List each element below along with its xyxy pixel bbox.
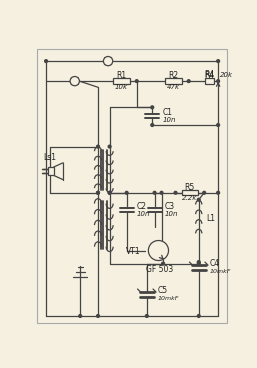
- Text: 20k: 20k: [220, 72, 233, 78]
- Text: 2.2k: 2.2k: [182, 195, 197, 201]
- Bar: [205, 78, 214, 84]
- Circle shape: [217, 191, 219, 194]
- Text: 10k: 10k: [115, 84, 128, 89]
- Text: 10mkF: 10mkF: [210, 269, 231, 274]
- Text: VT1: VT1: [126, 247, 141, 256]
- Text: C3: C3: [165, 202, 175, 211]
- Circle shape: [148, 241, 169, 261]
- Bar: [182, 190, 198, 195]
- Text: 47k: 47k: [167, 84, 180, 89]
- Circle shape: [162, 262, 164, 265]
- Text: R4: R4: [205, 70, 215, 79]
- Circle shape: [187, 80, 190, 82]
- Circle shape: [108, 191, 111, 194]
- Circle shape: [217, 80, 219, 82]
- Bar: [48, 167, 54, 176]
- Circle shape: [197, 262, 200, 265]
- Text: 10n: 10n: [137, 211, 150, 217]
- Circle shape: [197, 261, 200, 263]
- Circle shape: [97, 145, 99, 148]
- Circle shape: [108, 145, 111, 148]
- Circle shape: [79, 315, 81, 317]
- Text: 10mkF: 10mkF: [158, 296, 179, 301]
- Text: R1: R1: [116, 71, 126, 80]
- Circle shape: [97, 191, 99, 194]
- Circle shape: [197, 198, 200, 201]
- Circle shape: [97, 315, 99, 317]
- Text: R2: R2: [168, 71, 178, 80]
- Circle shape: [203, 191, 206, 194]
- Circle shape: [151, 124, 154, 126]
- Circle shape: [125, 191, 128, 194]
- Circle shape: [174, 191, 177, 194]
- Text: R5: R5: [185, 183, 195, 192]
- Circle shape: [45, 60, 48, 63]
- Text: Ls1: Ls1: [43, 153, 56, 162]
- Text: C4: C4: [210, 259, 220, 268]
- Text: C2: C2: [137, 202, 147, 211]
- Circle shape: [160, 191, 163, 194]
- Circle shape: [70, 77, 79, 86]
- Text: 10n: 10n: [162, 117, 176, 123]
- Text: L1: L1: [207, 215, 216, 223]
- Text: R4: R4: [205, 71, 215, 80]
- Text: 10n: 10n: [165, 211, 178, 217]
- Circle shape: [153, 191, 156, 194]
- Circle shape: [151, 106, 154, 109]
- Text: C1: C1: [162, 108, 172, 117]
- Circle shape: [103, 56, 113, 66]
- Circle shape: [108, 191, 111, 194]
- Text: GF 503: GF 503: [146, 265, 174, 274]
- Circle shape: [197, 315, 200, 317]
- Circle shape: [145, 315, 148, 317]
- Circle shape: [135, 80, 138, 82]
- Bar: [113, 78, 130, 84]
- Text: C5: C5: [158, 286, 168, 295]
- Bar: [165, 78, 182, 84]
- Circle shape: [217, 124, 219, 126]
- Circle shape: [97, 191, 99, 194]
- Circle shape: [217, 60, 219, 63]
